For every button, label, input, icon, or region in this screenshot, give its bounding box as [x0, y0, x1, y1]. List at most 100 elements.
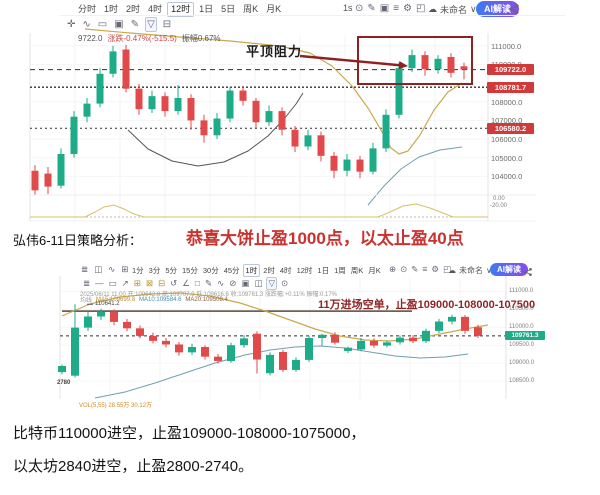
layout-name: 未命名	[440, 5, 468, 15]
list-icon[interactable]: ≡	[422, 264, 428, 274]
interval-label[interactable]: 1s	[343, 3, 353, 13]
list-tool-icon[interactable]: ≣	[83, 278, 91, 288]
slash-tool-icon[interactable]: ⊘	[229, 278, 237, 288]
timeframe-tab-周K[interactable]: 周K	[350, 266, 364, 275]
brush-tool-icon[interactable]: ✎	[130, 19, 140, 30]
timeframe-tab-1分[interactable]: 1分	[132, 266, 144, 275]
timeframe-tab-2时[interactable]: 2时	[263, 266, 275, 275]
target-tool-icon[interactable]: ⊙	[281, 278, 289, 288]
brush-tool-icon[interactable]: ✎	[205, 278, 213, 288]
zoom-icon[interactable]: ⊕	[389, 264, 397, 274]
strategy-line-btc: 比特币110000进空，止盈109000-108000-1075000，	[13, 425, 366, 442]
layout-name-menu-bottom[interactable]: ☁ 未命名 ∨	[448, 265, 492, 276]
timeframe-tab-30分[interactable]: 30分	[202, 266, 219, 275]
layout-name: 未命名	[459, 266, 483, 275]
timeframe-tab-15分[interactable]: 15分	[182, 266, 198, 275]
filter-tool-icon[interactable]: ▽	[145, 17, 157, 32]
menu-icon[interactable]: ≣	[81, 264, 89, 274]
timeframe-tab-5日[interactable]: 5日	[221, 4, 236, 14]
timeframe-tab-4时[interactable]: 4时	[279, 266, 292, 275]
timeframe-tab-12时[interactable]: 12时	[167, 2, 195, 17]
strategy-line-eth: 以太坊2840进空，止盈2800-2740。	[13, 458, 254, 475]
timeframe-tab-1日[interactable]: 1日	[317, 266, 330, 275]
timeframe-tab-3分[interactable]: 3分	[148, 266, 161, 275]
strategy-title: 弘伟6-11日策略分析：	[13, 233, 143, 248]
trash-tool-icon[interactable]: ⊟	[162, 19, 172, 30]
fullscreen-icon[interactable]: ◰	[442, 264, 451, 274]
top-timeframe-tabs: 分时 1时 2时 4时 12时 1日 5日 周K 月K	[75, 2, 284, 17]
pattern-tool-icon[interactable]: ▣	[114, 19, 124, 30]
price-badge: 106580.2	[487, 122, 534, 134]
volume-legend: VOL(5,55) 28.55万 30.12万	[79, 403, 153, 409]
y-axis-label: 108000.0	[491, 97, 523, 107]
y-axis-label: 110000.0	[509, 324, 534, 331]
undo-icon[interactable]: ↺	[170, 278, 178, 288]
timeframe-tab-1日[interactable]: 1日	[199, 4, 214, 14]
ma-legend-item: 均线	[80, 298, 93, 304]
gear-icon[interactable]: ⚙	[431, 264, 439, 274]
y-axis-label: 107000.0	[491, 116, 523, 126]
label-tool-icon[interactable]: ⊠	[145, 278, 154, 288]
camera-icon[interactable]: ⊙	[400, 264, 408, 274]
box-tool-icon[interactable]: □	[194, 278, 201, 288]
hline-tool-icon[interactable]: —	[95, 278, 104, 288]
sub-axis-label: 0.00	[493, 196, 505, 202]
timeframe-tab-1时[interactable]: 1时	[104, 4, 119, 14]
grid-tool-icon[interactable]: ▣	[241, 278, 250, 288]
angle-tool-icon[interactable]: ∠	[182, 278, 190, 288]
candle-style-icon[interactable]: ◫	[94, 264, 103, 274]
text-tool-icon[interactable]: ⊞	[133, 278, 141, 288]
note-tool-icon[interactable]: ⊟	[158, 278, 166, 288]
bottom-chart-canvas[interactable]	[60, 286, 506, 400]
indicator-icon[interactable]: ∿	[108, 264, 116, 274]
y-axis-label: 109500.0	[509, 342, 535, 349]
ma-legend-item: MA20:109508.4	[185, 296, 228, 303]
timeframe-tab-2时[interactable]: 2时	[126, 4, 141, 14]
edit-icon[interactable]: ✎	[411, 264, 419, 274]
share-icon[interactable]	[508, 2, 520, 20]
y-axis-label: 105000.0	[491, 153, 523, 163]
timeframe-tab-月K[interactable]: 月K	[368, 266, 381, 275]
timeframe-tab-月K[interactable]: 月K	[266, 4, 282, 14]
edit-icon[interactable]: ✎	[367, 3, 376, 14]
columns-tool-icon[interactable]: ◫	[254, 278, 263, 288]
bottom-toolbar-icons: ⊕ ⊙ ✎ ≡ ⚙ ◰	[388, 264, 452, 275]
overlay-icon[interactable]: ⊞	[121, 264, 129, 274]
rect-tool-icon[interactable]: ▭	[108, 278, 117, 288]
short-entry-annotation: 11万进场空单，止盈109000-108000-107500	[318, 299, 536, 311]
cursor-tool-icon[interactable]: ✛	[67, 19, 76, 30]
rect-tool-icon[interactable]: ▭	[97, 19, 108, 30]
timeframe-tab-12时[interactable]: 12时	[296, 266, 313, 275]
timeframe-tab-分时[interactable]: 分时	[78, 4, 97, 14]
trend-tool-icon[interactable]: ↗	[121, 278, 129, 288]
list-icon[interactable]: ≡	[393, 3, 400, 14]
profit-announcement: 恭喜大饼止盈1000点，以太止盈40点	[186, 229, 464, 248]
timeframe-tab-4时[interactable]: 4时	[148, 4, 163, 14]
gear-icon[interactable]: ⚙	[403, 3, 413, 14]
wave-tool-icon[interactable]: ∿	[217, 278, 225, 288]
y-axis-label: 104000.0	[491, 172, 523, 182]
price-badge: 109761.3	[505, 331, 545, 341]
fullscreen-icon[interactable]: ◰	[416, 3, 426, 14]
y-axis-label: 110500.0	[509, 306, 534, 313]
chevron-down-icon: ∨	[486, 266, 492, 275]
compare-icon[interactable]: ▣	[379, 3, 390, 14]
camera-icon[interactable]: ⊙	[355, 3, 364, 14]
timeframe-tab-1周[interactable]: 1周	[334, 266, 346, 275]
wave-tool-icon[interactable]: ∿	[82, 19, 91, 30]
share-icon-bottom[interactable]	[523, 264, 533, 282]
ai-analyze-button[interactable]: AI解读	[476, 1, 520, 17]
y-axis-label: 109000.0	[509, 360, 535, 367]
filter-tool-icon[interactable]: ▽	[266, 277, 278, 290]
timeframe-tab-1时[interactable]: 1时	[242, 264, 261, 277]
bottom-timeframe-tabs: 1分 3分 5分 15分 30分 45分 1时 2时 4时 12时 1日 1周 周K 月K	[130, 264, 383, 277]
y-axis-label: 111000.0	[509, 288, 534, 295]
timeframe-tab-45分[interactable]: 45分	[223, 266, 240, 275]
y-axis-label: 111000.0	[491, 41, 522, 51]
ai-analyze-button-bottom[interactable]: AI解读	[490, 263, 528, 276]
layout-name-menu[interactable]: ☁ 未命名 ∨	[428, 3, 477, 16]
timeframe-tab-5分[interactable]: 5分	[165, 266, 178, 275]
timeframe-tab-周K[interactable]: 周K	[243, 4, 259, 14]
resistance-annotation-label: 平顶阻力	[246, 44, 303, 59]
top-chart-canvas[interactable]	[30, 30, 488, 222]
